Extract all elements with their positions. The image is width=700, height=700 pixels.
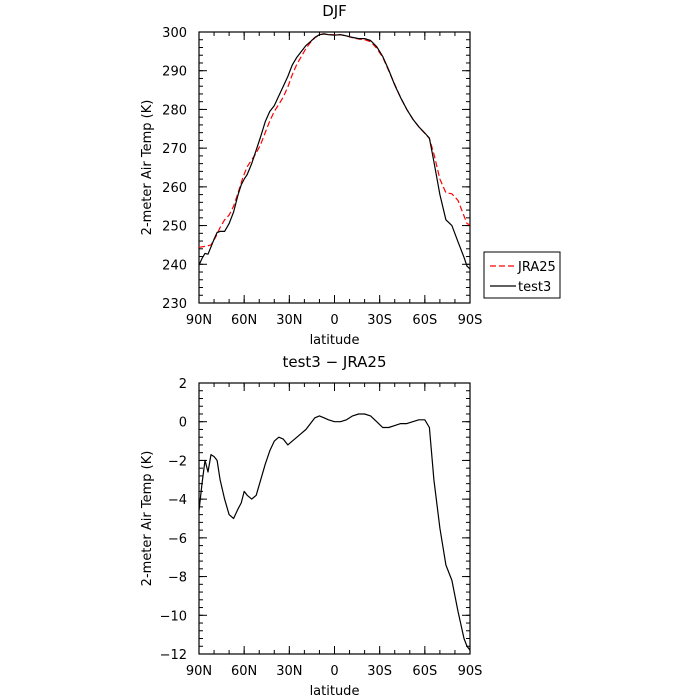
- x-tick-label: 30S: [367, 313, 392, 328]
- x-axis-label: latitude: [310, 333, 360, 348]
- y-axis-label: 2-meter Air Temp (K): [140, 100, 155, 236]
- y-tick-label: −10: [160, 609, 187, 624]
- chart-title: DJF: [322, 2, 347, 20]
- x-tick-label: 60N: [231, 664, 257, 679]
- y-tick-label: 290: [162, 65, 187, 80]
- y-tick-label: 250: [162, 220, 187, 235]
- y-tick-label: 270: [162, 142, 187, 157]
- x-axis-label: latitude: [310, 684, 360, 699]
- x-tick-label: 30N: [276, 313, 302, 328]
- y-tick-label: 0: [179, 416, 187, 431]
- x-tick-label: 60N: [231, 313, 257, 328]
- chart-title: test3 − JRA25: [282, 353, 386, 371]
- y-tick-label: −12: [160, 648, 187, 663]
- x-tick-label: 0: [330, 313, 338, 328]
- series-line-test3: [198, 33, 471, 270]
- x-tick-label: 30N: [276, 664, 302, 679]
- x-tick-label: 90S: [458, 664, 483, 679]
- x-tick-label: 90N: [186, 664, 212, 679]
- x-tick-label: 30S: [367, 664, 392, 679]
- x-tick-label: 0: [330, 664, 338, 679]
- x-tick-label: 60S: [412, 313, 437, 328]
- legend-label-jra25: JRA25: [517, 260, 556, 275]
- plot-frame: [198, 382, 471, 655]
- legend: JRA25 test3: [483, 251, 561, 299]
- y-tick-label: −2: [168, 454, 187, 469]
- series-line-difference: [198, 413, 471, 651]
- y-axis-label: 2-meter Air Temp (K): [140, 451, 155, 587]
- difference-panel: 90N 60N 30N 0 30S 60S 90S −12 −10 −8 −6 −4 −2 0 2 test3…: [140, 353, 482, 699]
- y-tick-label: 240: [162, 258, 187, 273]
- x-tick-label: 90S: [458, 313, 483, 328]
- y-tick-label: 260: [162, 181, 187, 196]
- y-tick-label: −6: [168, 532, 187, 547]
- y-tick-label: 280: [162, 103, 187, 118]
- legend-label-test3: test3: [518, 280, 551, 295]
- y-tick-label: 230: [162, 297, 187, 312]
- x-tick-label: 90N: [186, 313, 212, 328]
- legend-box: [483, 251, 561, 299]
- y-tick-label: 2: [179, 377, 187, 392]
- y-tick-label: −8: [168, 571, 187, 586]
- y-tick-label: −4: [168, 493, 187, 508]
- x-tick-label: 60S: [412, 664, 437, 679]
- plot-frame: [198, 31, 471, 304]
- y-tick-label: 300: [162, 26, 187, 41]
- temperature-panel: 90N 60N 30N 0 30S 60S 90S 230 240 250 260 270 280 290…: [140, 2, 561, 348]
